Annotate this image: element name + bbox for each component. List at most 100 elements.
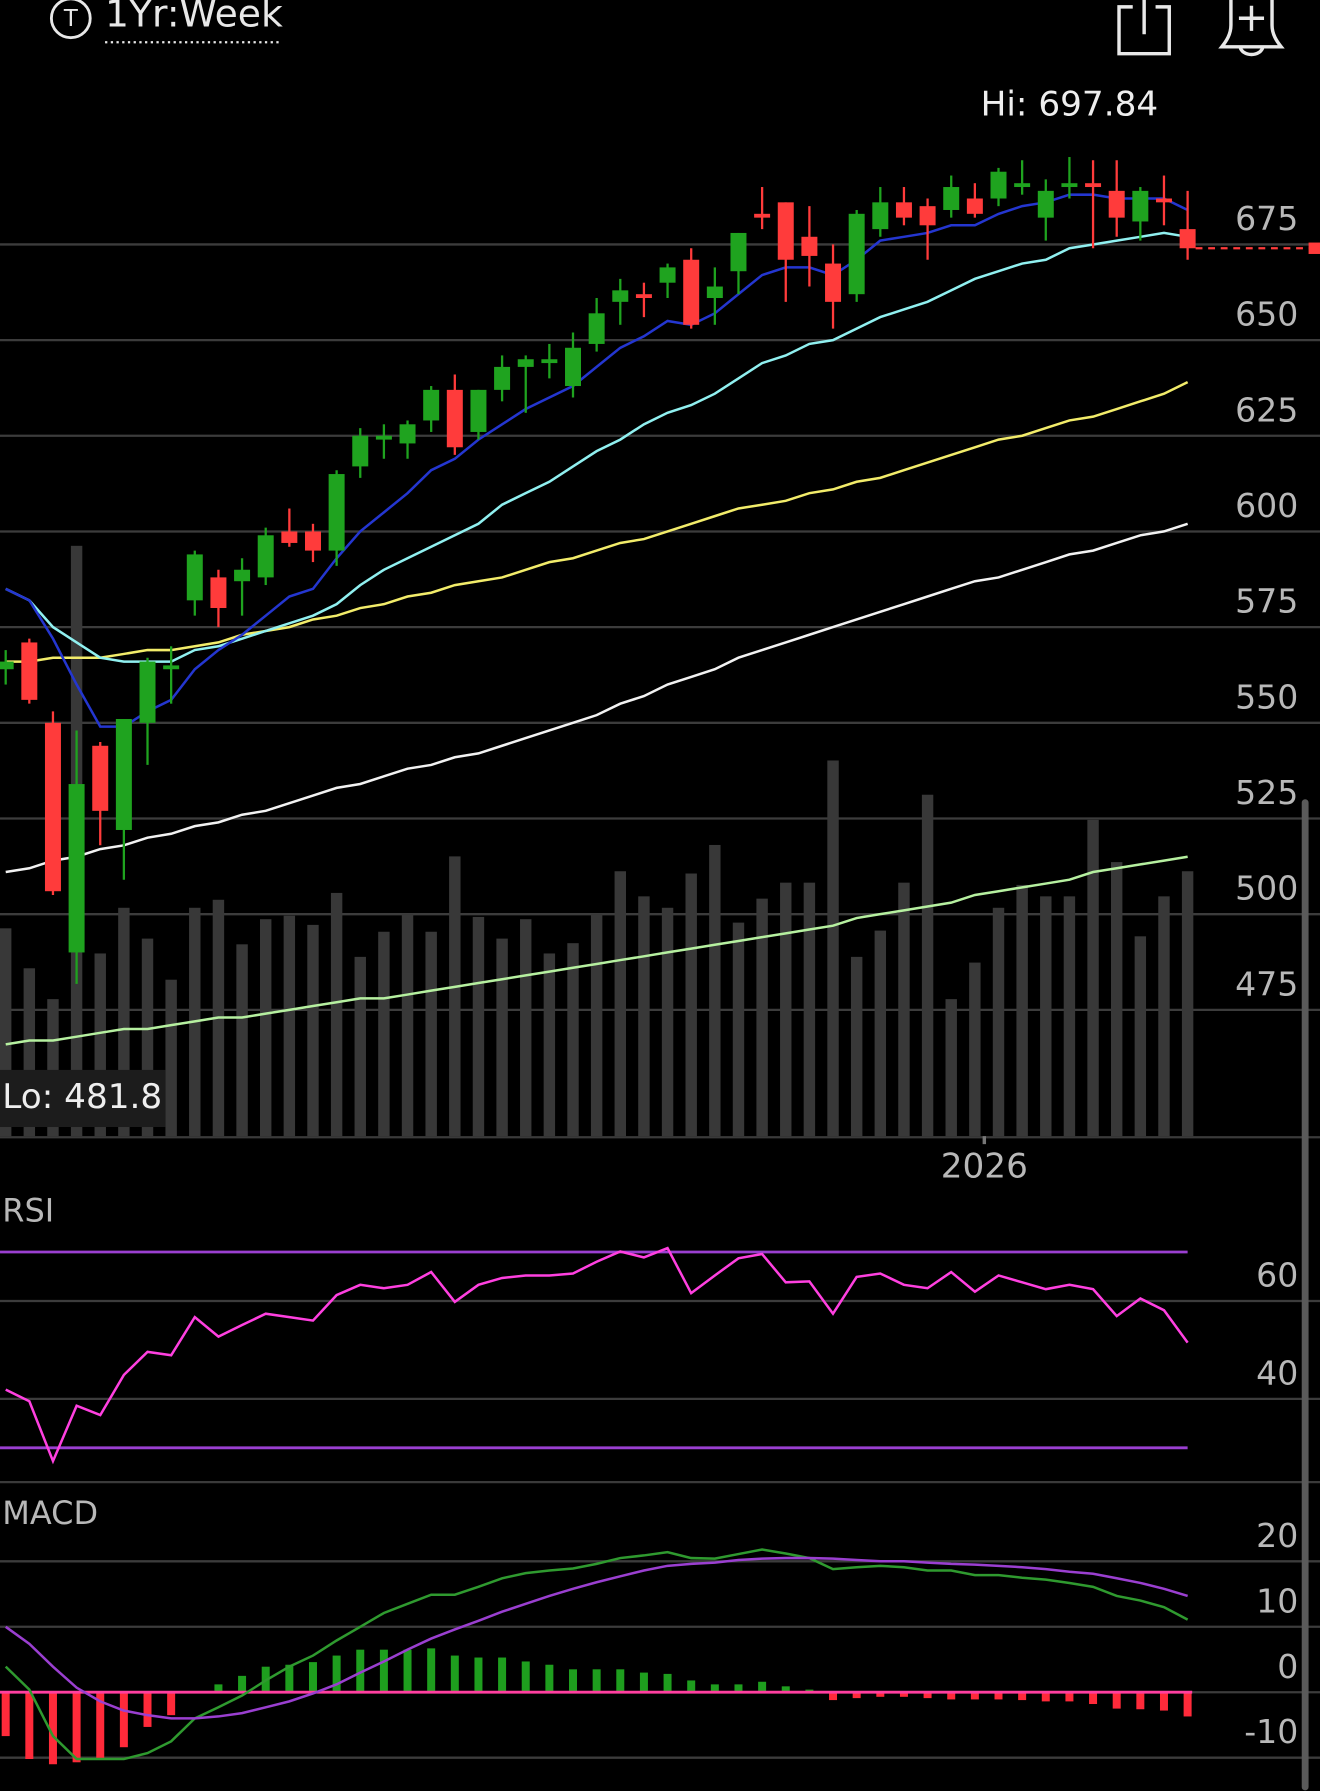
panel-title: MACD bbox=[2, 1494, 98, 1532]
candle-body bbox=[92, 745, 109, 811]
histogram-bar bbox=[1, 1692, 10, 1737]
y-tick-label: 500 bbox=[1235, 869, 1298, 908]
alert-button[interactable] bbox=[1218, 0, 1285, 57]
volume-bar bbox=[803, 882, 816, 1137]
y-tick-label: 675 bbox=[1235, 199, 1298, 238]
volume-bar bbox=[449, 856, 461, 1137]
candle-body bbox=[1132, 190, 1149, 222]
volume-bar bbox=[850, 956, 863, 1137]
histogram-bar bbox=[379, 1649, 388, 1693]
volume-bar bbox=[165, 979, 177, 1137]
candle-body bbox=[825, 263, 842, 302]
ticker-icon[interactable] bbox=[49, 0, 92, 40]
candle-body bbox=[990, 171, 1007, 199]
candle-body bbox=[706, 286, 723, 299]
histogram-bar bbox=[427, 1648, 436, 1693]
histogram-bar bbox=[781, 1686, 790, 1693]
histogram-bar bbox=[710, 1684, 719, 1693]
volume-bar bbox=[1134, 936, 1147, 1137]
histogram-bar bbox=[214, 1684, 223, 1693]
volume-bar bbox=[1181, 871, 1194, 1137]
candle-body bbox=[446, 389, 463, 448]
volume-bar bbox=[496, 938, 508, 1137]
volume-bar bbox=[307, 924, 319, 1137]
histogram-bar bbox=[96, 1692, 105, 1760]
volume-bar bbox=[118, 907, 130, 1137]
y-tick-label: 650 bbox=[1235, 295, 1298, 334]
candle-body bbox=[635, 294, 652, 299]
volume-bar bbox=[732, 922, 745, 1137]
candle-body bbox=[1085, 183, 1102, 188]
candle-body bbox=[777, 202, 794, 260]
candle-body bbox=[541, 359, 558, 364]
histogram-bar bbox=[545, 1664, 554, 1693]
low-label: Lo: 481.8 bbox=[2, 1077, 162, 1117]
histogram-bar bbox=[616, 1669, 625, 1693]
volume-bar bbox=[780, 882, 792, 1137]
volume-bar bbox=[47, 999, 59, 1137]
histogram-bar bbox=[1112, 1692, 1121, 1709]
histogram-bar bbox=[25, 1692, 34, 1760]
low-label-box bbox=[0, 1069, 166, 1128]
histogram-bar bbox=[119, 1692, 128, 1748]
moving-average bbox=[5, 522, 1189, 874]
volume-bar bbox=[378, 931, 390, 1137]
scrollbar[interactable] bbox=[1301, 799, 1309, 1791]
candle-body bbox=[44, 722, 61, 892]
candle-body bbox=[966, 198, 983, 214]
histogram-bar bbox=[143, 1692, 152, 1727]
candle-body bbox=[943, 187, 960, 210]
histogram-bar bbox=[498, 1657, 507, 1693]
volume-bar bbox=[472, 916, 485, 1137]
y-tick-label: 10 bbox=[1256, 1581, 1298, 1620]
histogram-bar bbox=[308, 1662, 317, 1693]
y-tick-label: 525 bbox=[1235, 773, 1298, 812]
y-tick-label: 0 bbox=[1277, 1647, 1298, 1686]
candle-body bbox=[163, 665, 180, 670]
histogram-bar bbox=[450, 1655, 459, 1693]
candle-body bbox=[1014, 183, 1031, 188]
y-tick-label: 475 bbox=[1235, 964, 1298, 1003]
histogram-bar bbox=[1136, 1692, 1145, 1710]
y-tick-label: 600 bbox=[1235, 486, 1298, 525]
candle-body bbox=[234, 569, 251, 582]
candle-body bbox=[919, 206, 936, 226]
header: T 1Yr:Week bbox=[49, 0, 1285, 57]
volume-bar bbox=[520, 919, 532, 1137]
volume-bar bbox=[1063, 896, 1076, 1137]
volume-bar bbox=[969, 962, 981, 1137]
histogram-bar bbox=[1018, 1692, 1027, 1701]
ticker-icon-letter: T bbox=[63, 6, 79, 32]
volume-bar bbox=[543, 953, 556, 1137]
y-tick-label: 20 bbox=[1256, 1516, 1298, 1555]
range-selector[interactable]: 1Yr:Week bbox=[105, 0, 283, 35]
candle-body bbox=[470, 389, 487, 432]
candle-body bbox=[281, 531, 298, 543]
candle-body bbox=[1108, 190, 1125, 218]
histogram-bar bbox=[947, 1692, 956, 1700]
histogram-bar bbox=[876, 1692, 885, 1697]
volume-bar bbox=[1040, 896, 1052, 1137]
candle-body bbox=[115, 718, 132, 830]
candle-body bbox=[612, 290, 629, 302]
histogram-bar bbox=[285, 1664, 294, 1693]
candle-body bbox=[1037, 190, 1054, 218]
histogram-bar bbox=[167, 1692, 176, 1716]
candle-body bbox=[848, 213, 865, 295]
histogram-bar bbox=[592, 1669, 601, 1693]
share-button[interactable] bbox=[1117, 0, 1171, 56]
volume-bar bbox=[661, 907, 674, 1137]
volume-bar bbox=[898, 882, 910, 1137]
histogram-bar bbox=[569, 1669, 578, 1693]
volume-bar bbox=[330, 892, 343, 1137]
volume-bar bbox=[874, 930, 887, 1137]
histogram-bar bbox=[1041, 1692, 1050, 1702]
histogram-bar bbox=[994, 1692, 1003, 1700]
histogram-bar bbox=[403, 1649, 412, 1693]
histogram-bar bbox=[1065, 1692, 1074, 1702]
volume-bar bbox=[614, 871, 626, 1137]
histogram-bar bbox=[923, 1692, 932, 1699]
candle-body bbox=[352, 435, 369, 467]
volume-bar bbox=[23, 968, 36, 1137]
macd-line bbox=[4, 1548, 1189, 1761]
